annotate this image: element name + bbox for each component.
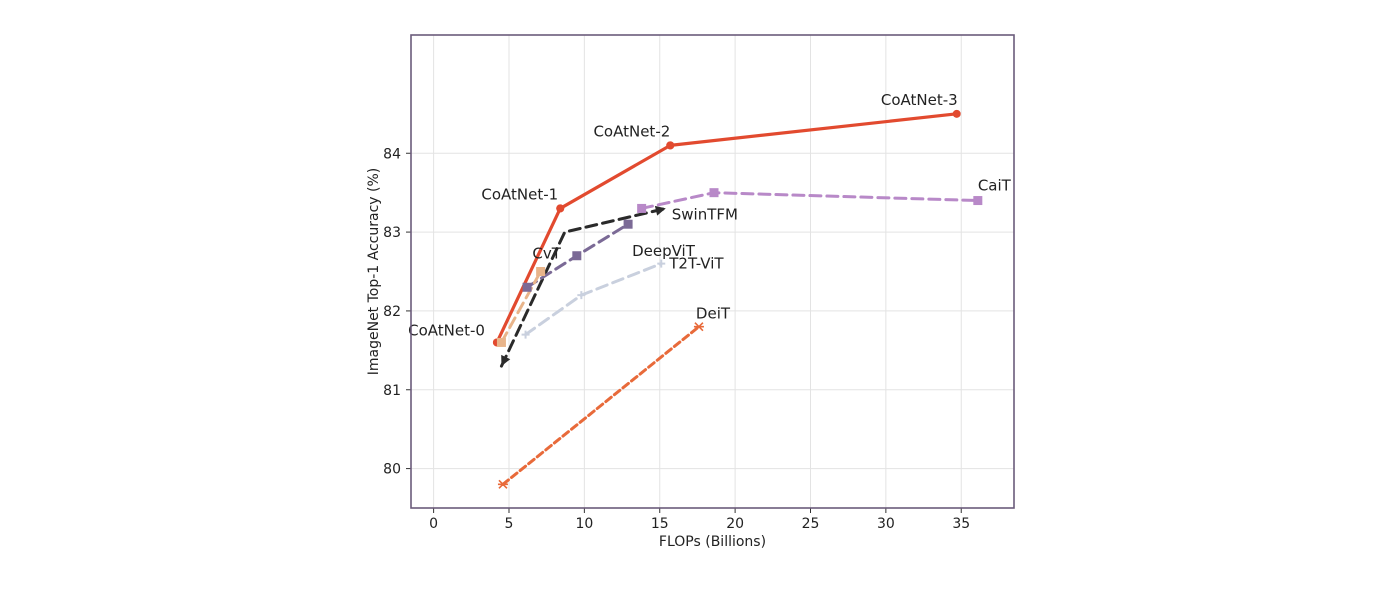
data-point-cross [657, 259, 666, 268]
series-label: CvT [532, 245, 561, 263]
series-label: CoAtNet-0 [408, 321, 485, 339]
series-line [499, 206, 668, 368]
axes: 0 5 10 15 20 25 30 35 80 81 82 83 84 [383, 34, 1015, 532]
data-point-square [973, 196, 983, 206]
x-tick-label: 25 [802, 516, 820, 532]
x-tick-label: 5 [505, 516, 514, 532]
series-label: CoAtNet-1 [481, 185, 558, 203]
data-point-square [623, 219, 633, 229]
y-tick-label: 84 [383, 146, 401, 162]
data-point-square [572, 251, 582, 261]
data-point-cross [577, 291, 586, 300]
y-axis-label: ImageNet Top-1 Accuracy (%) [366, 168, 382, 376]
y-tick-label: 83 [383, 225, 401, 241]
series-label: SwinTFM [672, 205, 738, 223]
data-point-star [497, 479, 508, 489]
data-point-circle [556, 204, 565, 213]
x-tick-label: 15 [651, 516, 669, 532]
series-label: CaiT [978, 177, 1012, 195]
data-point-square [637, 203, 647, 213]
x-tick-label: 10 [575, 516, 593, 532]
series-lines [495, 112, 980, 486]
x-tick-label: 0 [429, 516, 438, 532]
data-point-circle [952, 109, 961, 118]
x-tick-label: 20 [726, 516, 744, 532]
data-point-square [536, 267, 546, 276]
data-point-square [709, 188, 719, 198]
series-label: T2T-ViT [668, 255, 724, 273]
data-point-circle [666, 141, 675, 150]
series-label: CoAtNet-2 [593, 122, 670, 140]
data-point-square [522, 282, 532, 292]
series-line [501, 325, 701, 486]
series-label: CoAtNet-3 [881, 91, 958, 109]
series-line [499, 270, 543, 344]
series-labels: CoAtNet-0 CoAtNet-1 CoAtNet-2 CoAtNet-3 CaiT… [408, 91, 1012, 340]
series-label: DeepViT [632, 242, 696, 260]
plot-frame [410, 34, 1015, 509]
x-axis-label: FLOPs (Billions) [659, 534, 766, 550]
x-tick-label: 35 [952, 516, 970, 532]
series-markers [492, 109, 983, 489]
y-tick-label: 81 [383, 383, 401, 399]
data-point-star [693, 322, 704, 332]
series-line [495, 112, 959, 345]
data-point-square [496, 337, 506, 347]
y-tick-label: 80 [383, 462, 401, 478]
data-point-cross [521, 330, 530, 339]
x-tick-label: 30 [877, 516, 895, 532]
series-label: DeiT [696, 305, 731, 323]
data-point-arrow [501, 354, 511, 367]
data-point-arrow [654, 205, 666, 216]
y-tick-label: 82 [383, 304, 401, 320]
